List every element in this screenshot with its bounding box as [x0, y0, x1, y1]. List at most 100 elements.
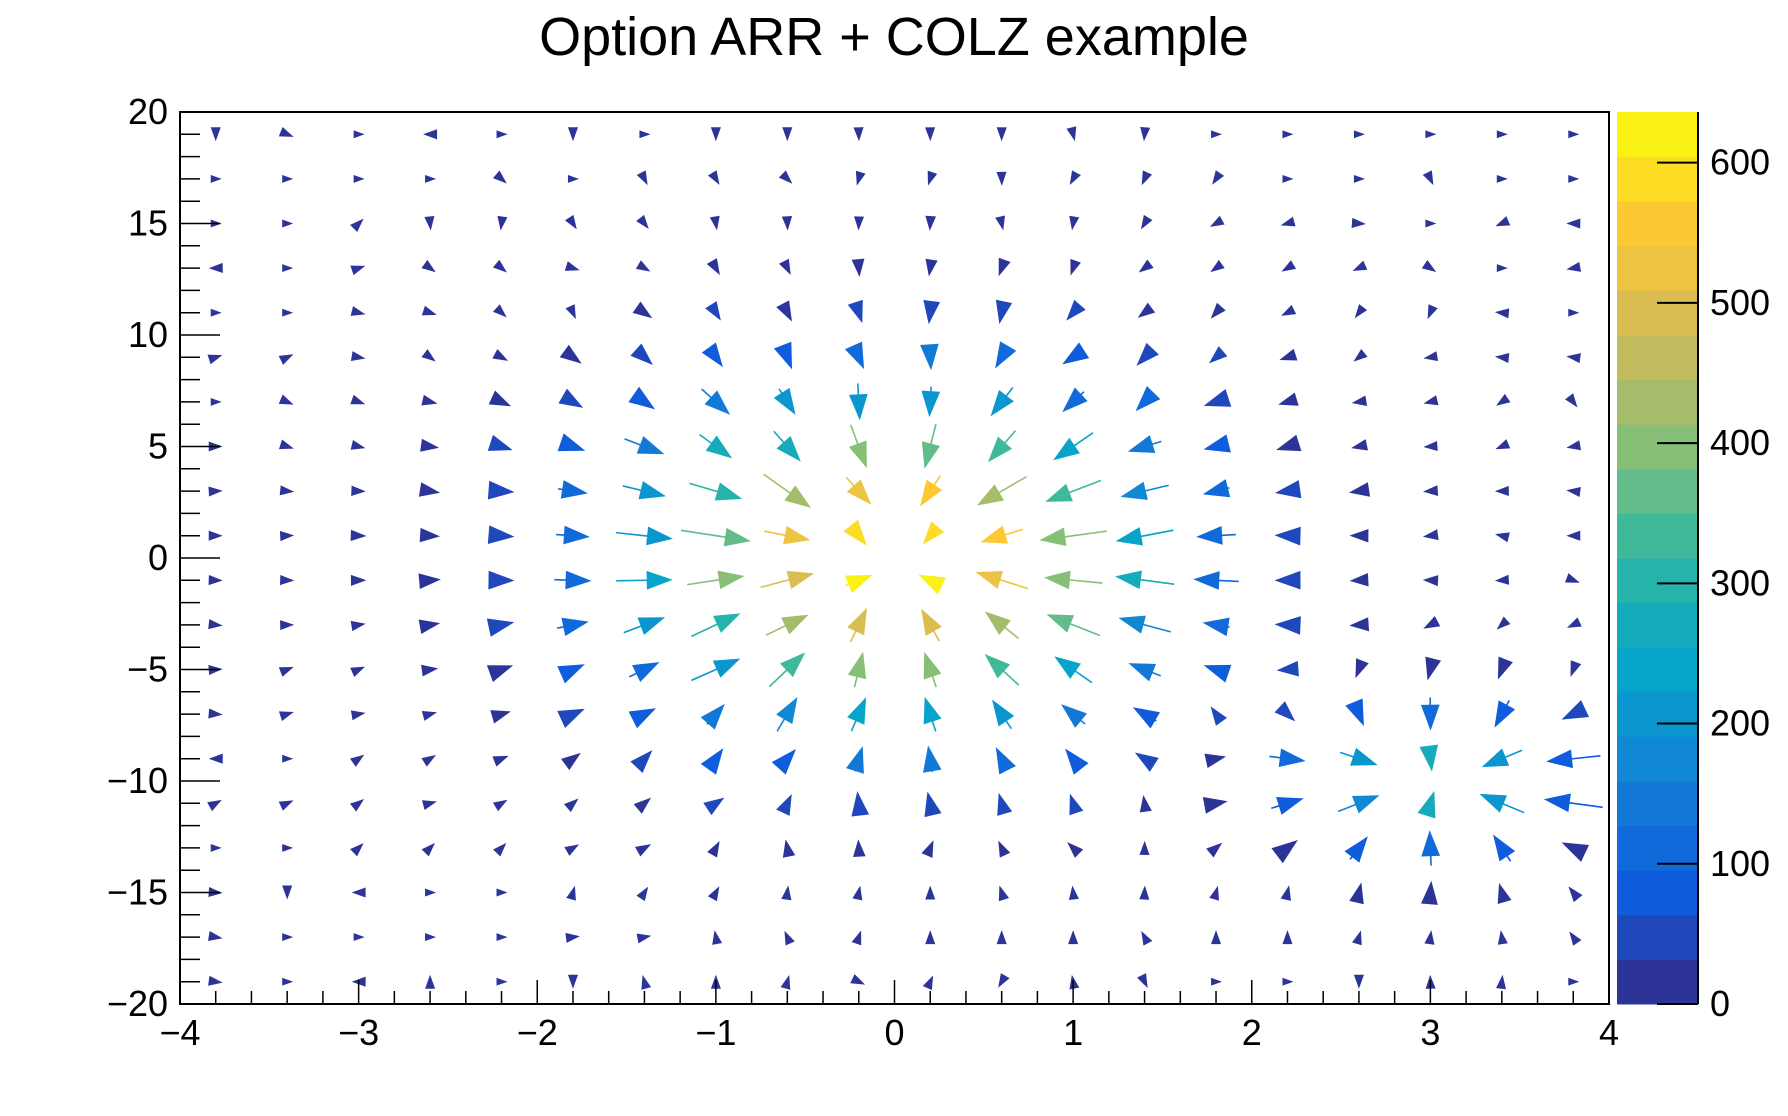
vector-arrow [208, 708, 223, 719]
vector-arrow [632, 662, 660, 682]
palette-band [1617, 914, 1698, 960]
x-tick-label: 4 [1599, 1012, 1619, 1053]
vector-arrow [853, 127, 864, 142]
vector-arrow [1546, 749, 1573, 769]
vector-arrow [706, 258, 720, 276]
vector-arrow [1423, 351, 1439, 362]
vector-arrow [705, 301, 721, 321]
vector-arrow [1274, 526, 1301, 546]
y-tick-label: 10 [128, 314, 168, 355]
vector-arrow [278, 354, 294, 365]
vector-arrow [927, 170, 938, 186]
vector-arrow [783, 526, 811, 545]
vector-arrow [1276, 434, 1302, 452]
vector-arrow [559, 344, 582, 364]
vector-arrow [846, 746, 864, 774]
vector-arrow [1069, 974, 1080, 990]
vector-arrow [1210, 259, 1225, 273]
vector-arrow [637, 617, 666, 636]
vector-arrow [1137, 302, 1156, 318]
vector-arrow [781, 885, 792, 901]
vector-arrow [712, 658, 741, 678]
vector-arrow [1282, 930, 1293, 945]
vector-arrow [920, 479, 943, 507]
vector-arrow [1280, 216, 1296, 227]
vector-arrow [773, 341, 793, 370]
vector-arrow [1139, 885, 1150, 900]
vector-arrow [1417, 790, 1436, 819]
vector-arrow [710, 127, 721, 142]
vector-arrow [351, 887, 366, 898]
palette-band [1617, 602, 1698, 648]
palette-tick-label: 300 [1710, 562, 1770, 603]
palette-band [1617, 647, 1698, 693]
vector-arrow [208, 262, 223, 273]
vector-arrow [723, 527, 751, 547]
vector-arrow [781, 216, 793, 231]
vector-arrow [630, 343, 653, 365]
vector-arrow [636, 933, 652, 944]
x-axis: −4 −3 −2 −1 0 1 2 3 4 [159, 980, 1619, 1053]
vector-arrow [984, 611, 1011, 635]
vector-arrow [566, 885, 576, 901]
vector-arrow [1561, 700, 1590, 720]
vector-arrow [1203, 434, 1231, 453]
vector-arrow [925, 930, 936, 945]
vector-arrow [996, 171, 1007, 186]
vector-arrow [1568, 308, 1580, 317]
vector-arrow [278, 800, 294, 811]
vector-arrow [353, 130, 365, 139]
x-tick-label: −3 [338, 1012, 379, 1053]
vector-arrow [1206, 842, 1223, 858]
vector-arrow [1494, 485, 1509, 496]
vector-arrow [350, 218, 364, 233]
vector-arrow [208, 619, 223, 630]
vector-arrow [561, 617, 589, 637]
vector-arrow [1118, 615, 1146, 634]
vector-arrow [1353, 974, 1364, 989]
vector-arrow [922, 521, 945, 545]
vector-arrow [1568, 174, 1580, 183]
vector-arrow [421, 305, 437, 316]
vector-arrow [1425, 656, 1442, 681]
vector-arrow [1495, 532, 1510, 543]
vector-arrow [703, 797, 725, 816]
vector-arrow [1211, 130, 1223, 139]
vector-arrow [1065, 748, 1089, 775]
vector-arrow [1344, 836, 1368, 863]
vector-arrow [786, 570, 815, 589]
vector-arrow [1204, 753, 1227, 769]
chart-title: Option ARR + COLZ example [539, 7, 1249, 67]
vector-arrow [998, 885, 1010, 902]
vector-arrow [282, 885, 293, 900]
vector-arrow [921, 390, 941, 418]
vector-arrow [1568, 886, 1583, 903]
vector-arrow [1425, 219, 1437, 228]
vector-arrow [1114, 570, 1142, 590]
vector-arrow [780, 652, 806, 678]
vector-arrow [987, 436, 1013, 463]
vector-arrow [1348, 482, 1371, 497]
vector-arrow [208, 486, 223, 497]
vector-arrow [1351, 439, 1369, 451]
vector-arrow [628, 386, 656, 410]
vector-arrow [1566, 440, 1582, 451]
vector-arrow [847, 651, 867, 680]
vector-arrow [713, 613, 741, 633]
vector-arrow [350, 798, 365, 812]
vector-arrow [567, 127, 579, 142]
vector-arrow [1274, 701, 1296, 722]
vector-arrow [1276, 660, 1299, 677]
vector-arrow [1067, 842, 1084, 858]
color-palette: 0 100 200 300 400 500 600 [1617, 112, 1770, 1024]
vector-arrow [1046, 614, 1075, 633]
vector-arrow [1496, 974, 1507, 990]
vector-arrow [564, 261, 580, 271]
vector-arrow [496, 977, 508, 986]
vector-arrow [350, 306, 366, 316]
palette-band [1617, 335, 1698, 381]
vector-arrow [704, 390, 731, 415]
vector-arrow [995, 299, 1013, 324]
x-tick-label: 2 [1242, 1012, 1262, 1053]
x-tick-label: 3 [1420, 1012, 1440, 1053]
